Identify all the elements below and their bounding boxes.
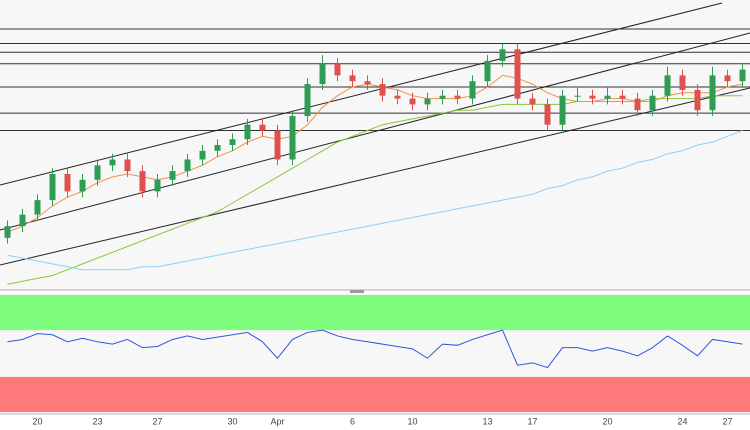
candle-body [124, 159, 131, 172]
candle-body [469, 81, 476, 99]
candle-body [709, 75, 716, 111]
trend-lines [0, 2, 750, 266]
candle-body [214, 145, 221, 151]
candle-body [664, 75, 671, 96]
rsi-band [0, 295, 750, 331]
candle-body [499, 49, 506, 61]
candle-body [724, 75, 731, 82]
rsi-band [0, 376, 750, 412]
x-tick-label: 27 [722, 416, 732, 426]
candle-body [304, 84, 311, 116]
x-tick-label: 30 [227, 416, 237, 426]
x-tick-label: Apr [270, 416, 284, 426]
x-tick-label: 20 [32, 416, 42, 426]
candle-body [529, 98, 536, 105]
candle-body [34, 200, 41, 215]
candle-body [64, 174, 71, 192]
candle-body [49, 174, 56, 201]
candle-body [589, 95, 596, 99]
trend-line [0, 32, 750, 231]
candle-body [259, 124, 266, 131]
candle-body [154, 179, 161, 192]
candle-body [109, 159, 116, 166]
x-tick-label: 6 [350, 416, 355, 426]
candle-body [739, 69, 746, 82]
candle-body [319, 63, 326, 85]
candle-body [409, 98, 416, 105]
candle-body [364, 81, 371, 85]
candle-body [394, 95, 401, 99]
candle-body [274, 130, 281, 160]
candle-body [454, 95, 461, 99]
x-tick-label: 24 [677, 416, 687, 426]
candle-body [4, 226, 11, 238]
candle-body [634, 98, 641, 111]
candle-body [19, 214, 26, 227]
candle-body [439, 95, 446, 99]
line-series [7, 329, 743, 369]
candle-body [139, 171, 146, 192]
price-panel [0, 0, 750, 290]
candle-body [649, 95, 656, 111]
candle-body [694, 89, 701, 111]
trend-line [0, 2, 723, 186]
divider-handle[interactable] [350, 290, 364, 293]
candle-body [424, 98, 431, 105]
candle-body [514, 49, 521, 99]
candle-body [574, 95, 581, 97]
candle-body [199, 150, 206, 160]
candle-body [679, 75, 686, 90]
line-series [7, 95, 743, 285]
candle-body [229, 139, 236, 145]
x-tick-label: 13 [482, 416, 492, 426]
line-series [7, 130, 743, 271]
candle-body [484, 60, 491, 82]
candle-body [379, 84, 386, 96]
candle-body [604, 95, 611, 99]
candle-body [334, 63, 341, 76]
candle-body [289, 116, 296, 160]
candle-body [79, 179, 86, 192]
candle-body [559, 95, 566, 125]
candle-body [544, 104, 551, 125]
candle-body [349, 75, 356, 82]
x-tick-label: 27 [152, 416, 162, 426]
candle-body [169, 171, 176, 180]
candle-body [94, 165, 101, 180]
x-tick-label: 10 [407, 416, 417, 426]
x-tick-label: 23 [92, 416, 102, 426]
candle-body [619, 95, 626, 99]
candle-body [184, 159, 191, 172]
x-tick-label: 20 [602, 416, 612, 426]
x-tick-label: 17 [527, 416, 537, 426]
candle-body [244, 124, 251, 140]
trend-line [0, 87, 750, 266]
